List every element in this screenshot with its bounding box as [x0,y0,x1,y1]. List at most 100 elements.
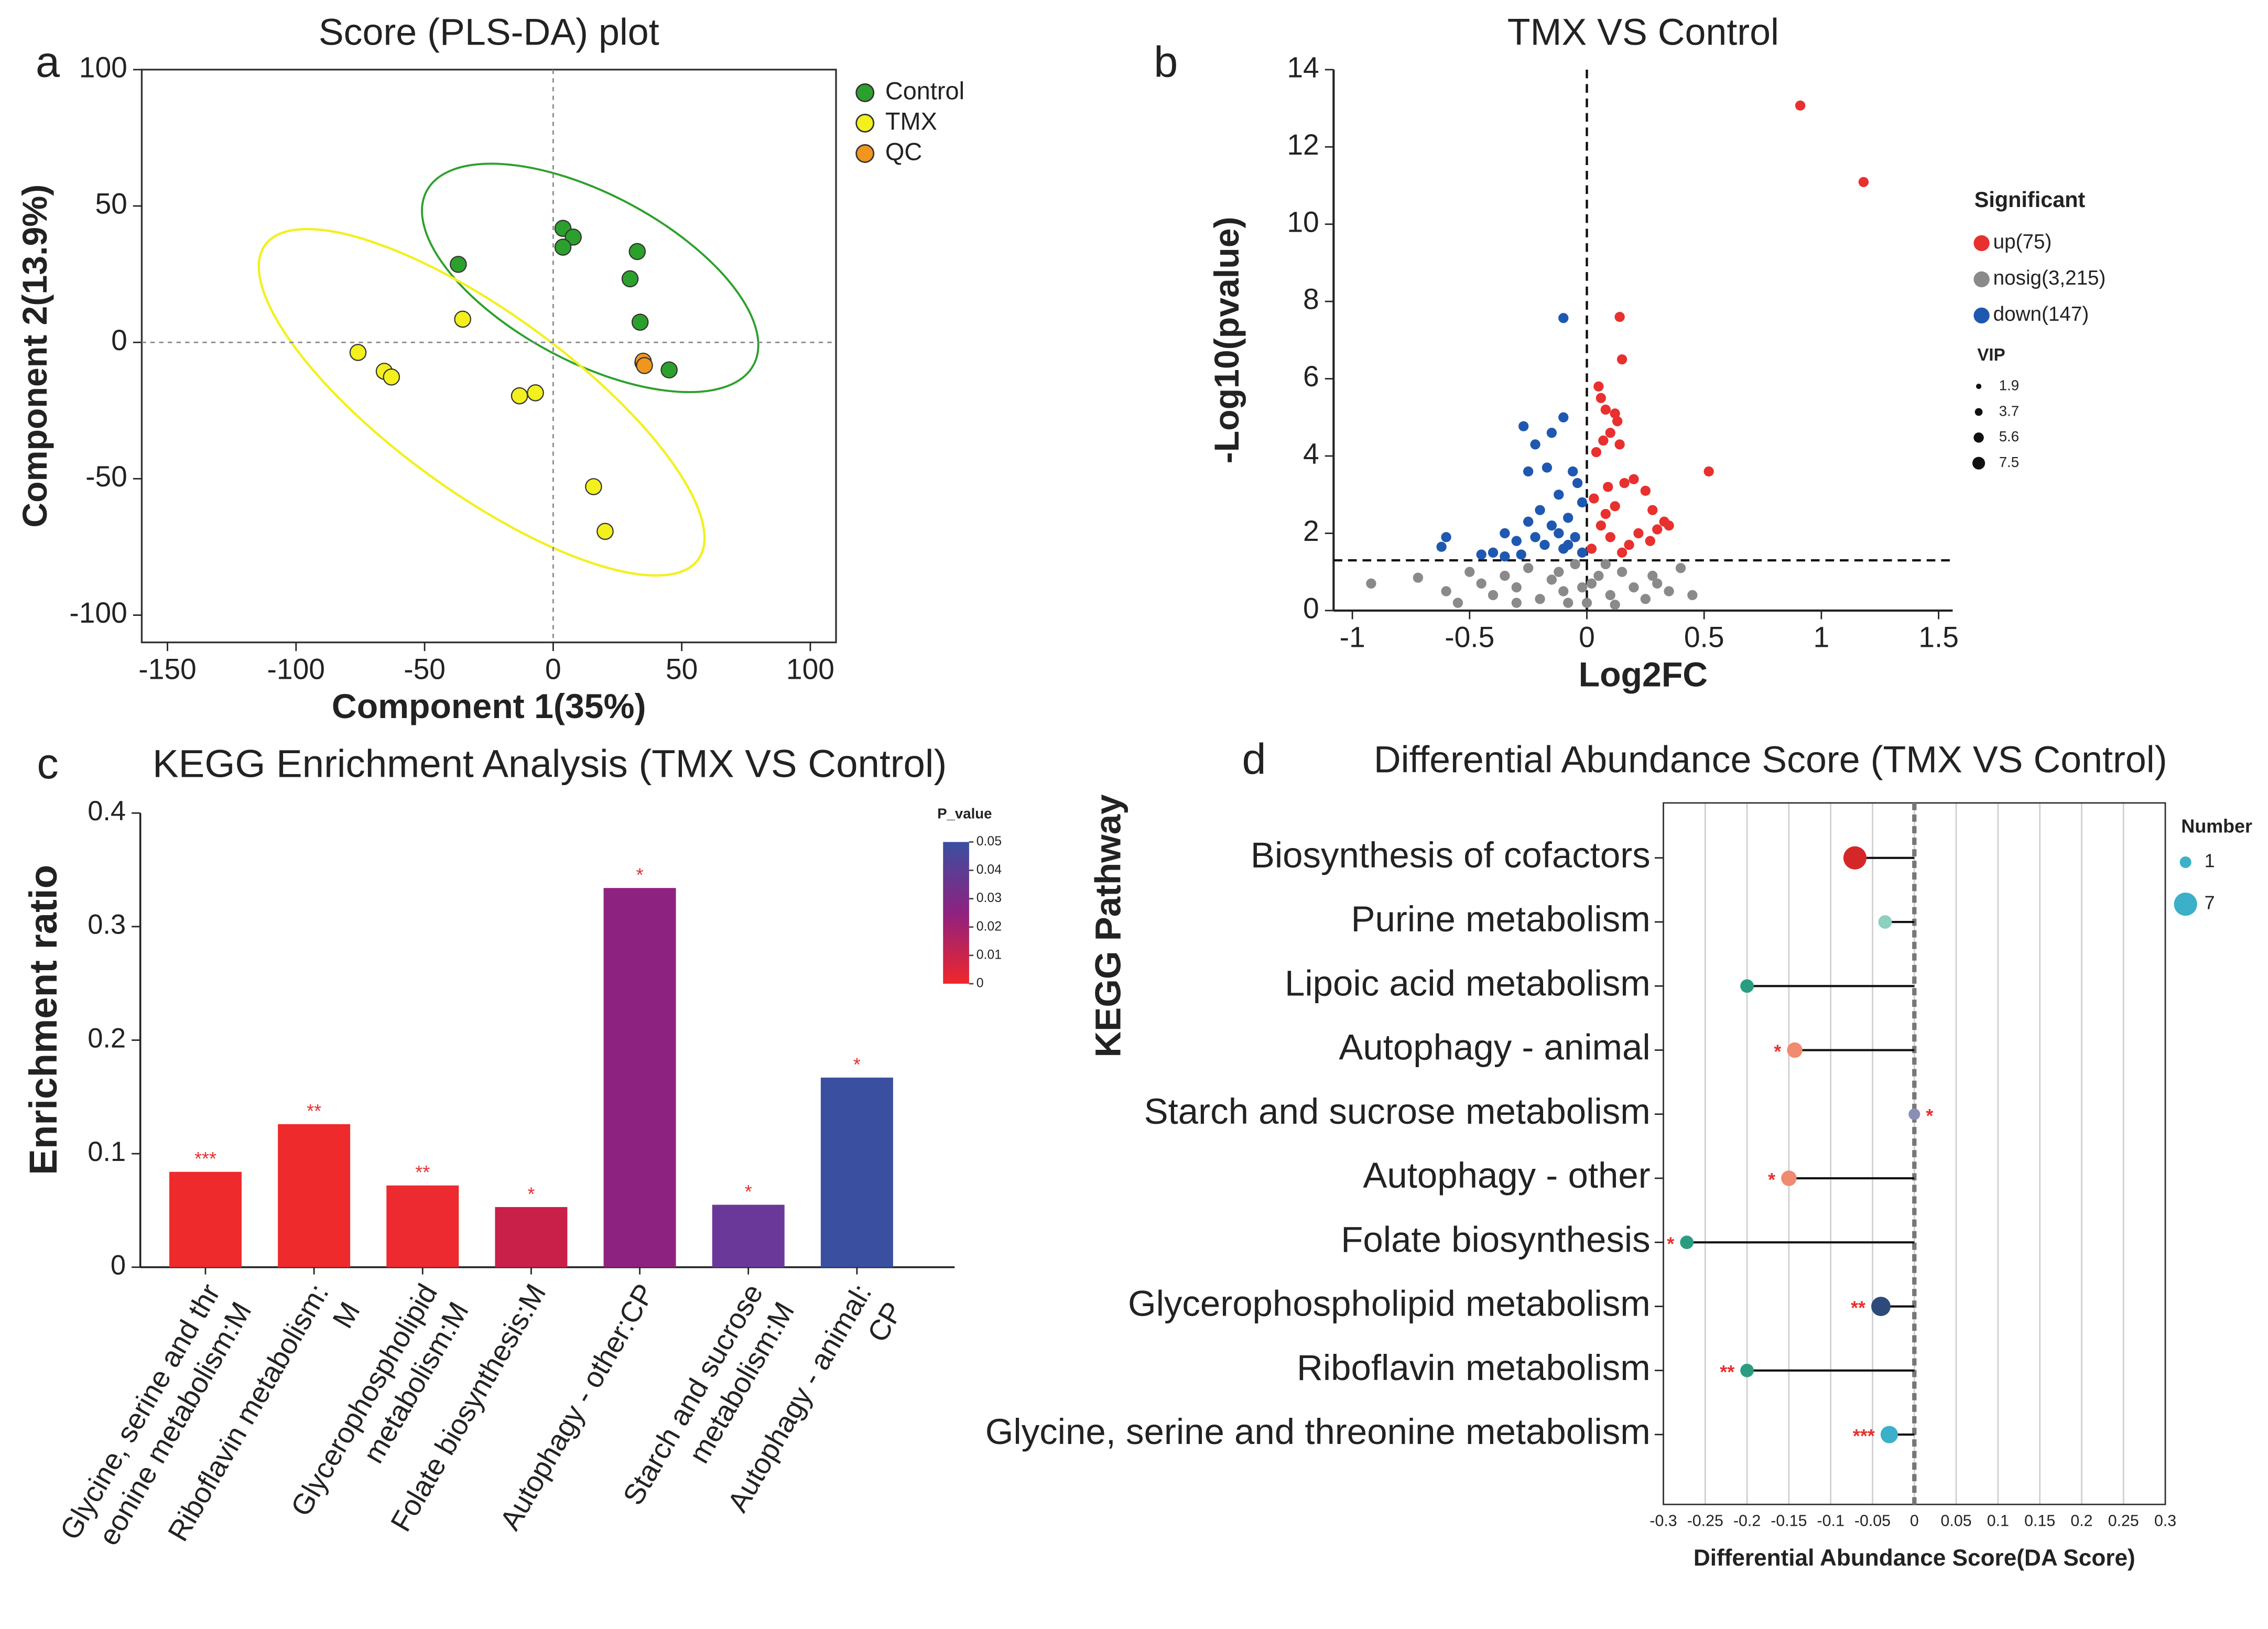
size-legend-marker [2174,892,2197,916]
colorbar [943,842,969,984]
colorbar-title: P_value [937,805,992,821]
point [1629,474,1639,484]
point [1535,505,1545,515]
y-tick-label: 8 [1303,283,1319,316]
point [1610,600,1620,610]
significance-mark: ** [307,1101,321,1122]
y-tick-label: Folate biosynthesis [1341,1219,1650,1259]
point [1600,559,1611,570]
point [1558,586,1569,596]
confidence-ellipse [421,162,759,394]
point [565,229,582,246]
point [1567,466,1578,477]
legend-label: nosig(3,215) [1993,267,2106,289]
point [1629,582,1639,593]
colorbar-tick-label: 0.01 [976,948,1002,962]
point [631,313,649,331]
point [1488,590,1499,601]
point [1614,439,1625,450]
y-tick-label: 0.1 [88,1137,126,1167]
point [1441,532,1451,542]
y-tick-label: Biosynthesis of cofactors [1251,835,1651,875]
y-tick-label: Riboflavin metabolism [1297,1348,1651,1388]
point [1605,590,1615,601]
point [1647,505,1658,515]
significance-mark: * [1774,1041,1781,1062]
x-tick-label: -0.05 [1854,1512,1891,1529]
x-tick-label: 0.3 [2154,1512,2176,1529]
point [1572,477,1583,488]
y-axis-label: Enrichment ratio [21,865,65,1175]
size-legend-marker [1974,408,1983,416]
x-tick-label: -0.5 [1445,621,1494,654]
significance-mark: ** [1851,1298,1865,1319]
point [1539,539,1550,550]
point [1511,582,1522,593]
panel-label: b [1154,37,1178,86]
dot [1871,1297,1891,1316]
point [1581,598,1592,608]
size-legend-marker [2179,856,2191,868]
point [1554,490,1564,500]
bar [712,1204,785,1267]
point [1570,532,1580,542]
point [596,523,614,540]
bar [386,1185,459,1267]
point [1593,381,1604,392]
bar [169,1171,242,1267]
x-tick-label: -150 [138,653,196,685]
point [1577,547,1588,558]
x-tick-label: -100 [267,653,325,685]
point [621,270,639,288]
x-tick-label: -0.3 [1650,1512,1677,1529]
point [1640,485,1651,496]
dot [1680,1235,1694,1250]
y-tick-label: 10 [1287,205,1319,238]
point [660,361,678,379]
significance-mark: * [1768,1169,1775,1190]
point [554,238,572,256]
y-tick-label: -100 [69,596,127,629]
y-tick-label: Purine metabolism [1351,899,1651,939]
point [1593,570,1604,581]
x-axis-label: Component 1(35%) [332,687,646,726]
point [1640,594,1651,604]
point [1652,524,1663,535]
point [527,384,544,401]
x-tick-label: 0.05 [1941,1512,1972,1529]
point [1610,501,1620,512]
size-legend-marker [1972,457,1985,470]
point [1500,551,1510,562]
x-tick-label: 1 [1814,621,1830,654]
panel-label: a [36,37,60,86]
point [1616,354,1627,365]
point [1488,547,1499,558]
point [1546,574,1557,585]
bar [495,1207,568,1267]
legend-marker [1973,271,1990,288]
chart-title: KEGG Enrichment Analysis (TMX VS Control… [153,742,947,786]
colorbar-tick-label: 0.04 [976,863,1002,877]
y-tick-label: 0.4 [88,796,126,827]
y-tick-label: 100 [79,51,127,83]
point [1413,572,1424,583]
point [1530,532,1540,542]
size-legend-title: VIP [1977,345,2005,365]
point [1563,513,1574,523]
point [1633,528,1644,539]
legend-marker [855,144,875,163]
colorbar-tick-label: 0 [976,976,984,990]
legend-marker [855,83,875,102]
y-tick-label: 0 [111,324,127,356]
x-tick-label: 0 [1910,1512,1919,1529]
significance-mark: ** [1720,1362,1734,1383]
dot [1878,915,1892,929]
point [628,243,646,260]
significance-mark: * [1667,1233,1674,1254]
point [1645,536,1655,546]
point [1530,439,1540,450]
y-tick-label: Glycine, serine and threonine metabolism [985,1411,1651,1452]
size-legend-label: 7 [2205,893,2215,914]
significance-mark: * [1926,1105,1933,1126]
